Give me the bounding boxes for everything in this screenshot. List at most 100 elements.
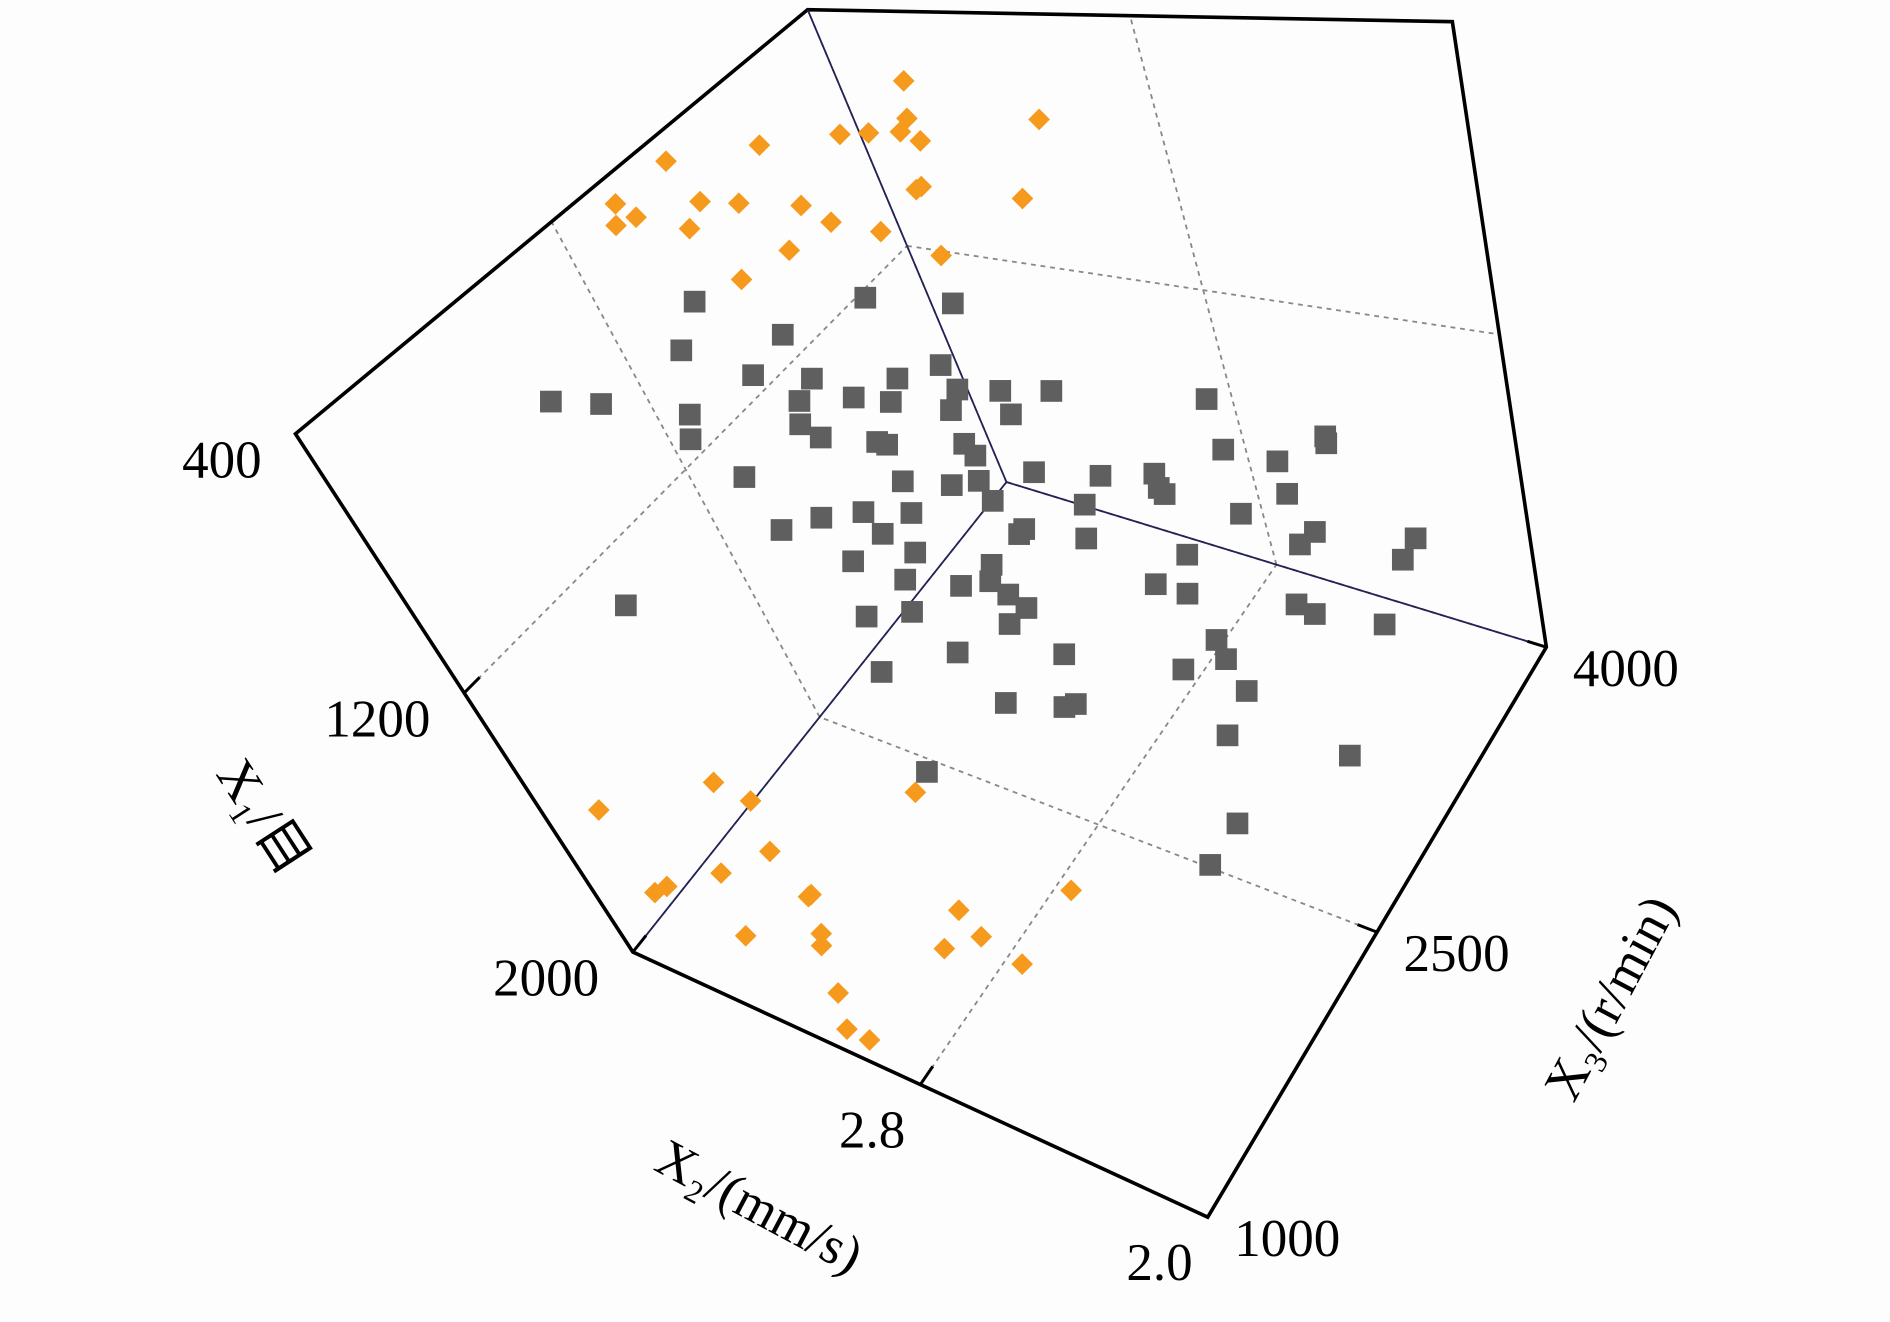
point bbox=[842, 550, 864, 573]
point bbox=[1303, 603, 1326, 625]
point bbox=[748, 134, 771, 157]
point bbox=[801, 367, 823, 390]
y-tick bbox=[1206, 1196, 1221, 1218]
points-layer bbox=[540, 70, 1427, 1051]
point bbox=[670, 339, 693, 362]
point bbox=[842, 386, 865, 409]
point bbox=[800, 883, 822, 906]
point bbox=[994, 692, 1017, 714]
point bbox=[810, 922, 833, 945]
point bbox=[1053, 643, 1076, 666]
x-tick bbox=[463, 676, 481, 694]
point bbox=[1212, 438, 1235, 461]
point bbox=[727, 192, 750, 215]
grid-line bbox=[819, 716, 1378, 933]
grid-line bbox=[463, 245, 908, 694]
point bbox=[655, 150, 677, 173]
point bbox=[900, 502, 923, 524]
point bbox=[946, 378, 969, 401]
point bbox=[829, 123, 851, 146]
point bbox=[1015, 597, 1038, 619]
point bbox=[953, 432, 976, 455]
point bbox=[1391, 548, 1414, 571]
point bbox=[979, 570, 1002, 593]
point bbox=[1230, 502, 1252, 525]
point bbox=[901, 601, 923, 623]
point bbox=[605, 214, 627, 237]
point bbox=[1289, 533, 1311, 556]
point bbox=[929, 354, 952, 376]
point bbox=[604, 193, 627, 215]
point bbox=[930, 244, 952, 267]
point bbox=[789, 413, 812, 436]
point bbox=[1195, 388, 1218, 410]
point bbox=[759, 840, 781, 863]
point bbox=[1075, 527, 1098, 550]
point bbox=[710, 862, 732, 884]
point bbox=[678, 217, 701, 240]
point bbox=[1011, 187, 1034, 210]
x-tick bbox=[294, 417, 315, 435]
point bbox=[733, 466, 756, 488]
point bbox=[771, 323, 794, 346]
point bbox=[734, 924, 757, 947]
point bbox=[871, 522, 894, 545]
point bbox=[852, 501, 875, 523]
z-tick bbox=[1186, 1206, 1209, 1219]
point bbox=[941, 292, 964, 315]
point bbox=[683, 290, 706, 313]
point bbox=[940, 399, 962, 421]
z-tick-label: 1000 bbox=[1234, 1210, 1340, 1268]
point bbox=[1216, 724, 1239, 747]
point bbox=[1040, 380, 1063, 402]
point bbox=[1315, 432, 1338, 455]
point bbox=[678, 403, 701, 426]
point bbox=[870, 661, 893, 683]
z-tick-label: 2500 bbox=[1404, 925, 1510, 983]
point bbox=[809, 426, 832, 449]
x-axis-title: X₁/目 bbox=[205, 749, 321, 885]
point bbox=[998, 613, 1021, 635]
point bbox=[1153, 483, 1176, 505]
point bbox=[739, 790, 762, 812]
point bbox=[1073, 493, 1096, 516]
point bbox=[981, 490, 1004, 512]
point bbox=[540, 390, 562, 413]
point bbox=[886, 367, 909, 390]
point bbox=[1089, 464, 1112, 487]
point bbox=[933, 937, 956, 960]
point bbox=[790, 194, 812, 217]
point bbox=[940, 474, 963, 496]
point bbox=[892, 70, 915, 92]
y-tick-label: 2.8 bbox=[839, 1101, 905, 1159]
point bbox=[689, 190, 711, 213]
grid-line bbox=[1129, 15, 1278, 565]
y-tick bbox=[919, 1065, 935, 1086]
x-tick-label: 2000 bbox=[493, 950, 599, 1008]
point bbox=[1008, 523, 1030, 545]
point bbox=[858, 1029, 881, 1051]
point bbox=[1339, 744, 1361, 767]
point bbox=[587, 799, 610, 821]
point bbox=[997, 583, 1020, 606]
point bbox=[820, 211, 842, 234]
point bbox=[916, 761, 938, 783]
point bbox=[827, 982, 849, 1004]
point bbox=[970, 925, 993, 948]
x-tick-label: 1200 bbox=[324, 690, 430, 748]
x-tick bbox=[631, 934, 648, 953]
point bbox=[904, 781, 927, 804]
point bbox=[904, 541, 927, 564]
point bbox=[869, 220, 892, 243]
point bbox=[836, 1018, 858, 1040]
point bbox=[1023, 461, 1045, 484]
point bbox=[810, 506, 833, 529]
point bbox=[1215, 648, 1237, 670]
point bbox=[967, 469, 990, 492]
z-tick bbox=[1356, 923, 1378, 934]
point bbox=[1028, 108, 1050, 131]
point bbox=[1176, 582, 1199, 605]
point bbox=[950, 575, 972, 597]
point bbox=[1235, 680, 1258, 702]
